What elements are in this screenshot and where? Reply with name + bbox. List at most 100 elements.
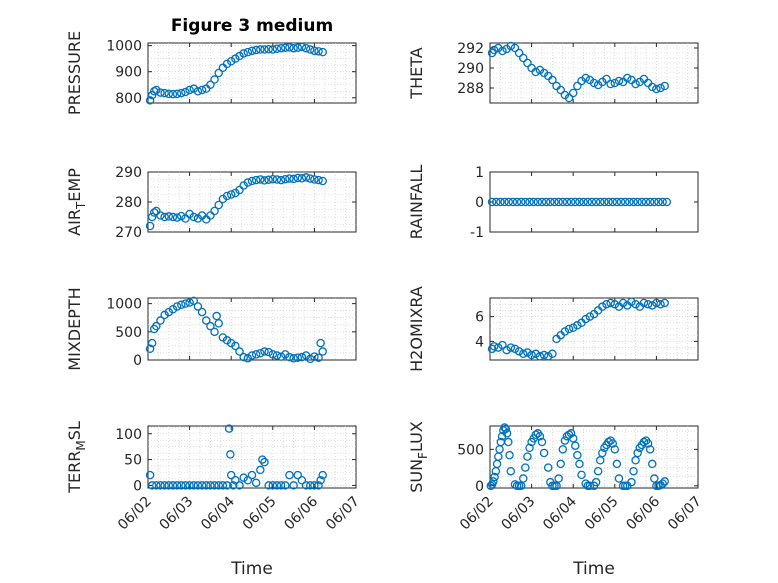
data-point: [185, 481, 194, 490]
data-point: [231, 54, 240, 63]
data-point: [206, 211, 215, 220]
data-point: [251, 478, 261, 488]
data-point: [210, 75, 219, 84]
y-tick-label: 280: [115, 195, 142, 211]
data-point: [156, 316, 165, 325]
data-point: [310, 481, 319, 490]
data-point: [593, 466, 603, 476]
data-point: [222, 481, 232, 490]
data-point: [268, 45, 278, 54]
data-point: [639, 298, 649, 308]
data-point: [575, 459, 584, 469]
data-point: [189, 84, 199, 93]
data-point: [604, 197, 613, 207]
data-point: [568, 88, 578, 98]
data-point: [487, 197, 497, 207]
data-point: [210, 481, 219, 490]
data-point: [293, 173, 303, 183]
data-point: [548, 75, 557, 85]
data-point: [501, 424, 511, 434]
data-point: [164, 212, 174, 221]
data-point: [222, 191, 232, 201]
data-point: [164, 481, 174, 490]
data-point: [645, 197, 655, 207]
data-point: [581, 479, 590, 488]
data-point: [508, 197, 518, 207]
data-point: [224, 424, 234, 433]
x-tick-label: 06/03: [157, 494, 197, 534]
data-point: [316, 475, 325, 485]
data-point: [543, 352, 553, 361]
data-point: [160, 481, 169, 490]
data-point: [281, 43, 290, 52]
data-point: [181, 481, 190, 490]
data-point: [268, 481, 278, 490]
data-point: [256, 175, 265, 184]
data-point: [226, 57, 236, 66]
data-point: [177, 211, 186, 221]
data-point: [585, 312, 595, 321]
data-point: [206, 80, 215, 89]
data-point: [620, 197, 630, 207]
y-tick-label: 50: [124, 453, 142, 469]
y-label-part: EMP: [65, 168, 84, 202]
data-point: [314, 47, 323, 56]
data-point: [639, 437, 649, 447]
data-point: [498, 46, 507, 56]
y-axis-label: THETA: [407, 47, 426, 99]
data-point: [197, 481, 207, 490]
y-tick-label: 0: [133, 353, 142, 369]
data-point: [650, 197, 659, 207]
data-point: [156, 88, 165, 97]
data-point: [189, 481, 199, 490]
x-tick-label: 06/05: [582, 494, 622, 534]
data-point: [152, 85, 161, 95]
data-point: [514, 347, 524, 356]
data-point: [652, 84, 661, 94]
data-point: [272, 351, 282, 360]
data-point: [625, 197, 634, 207]
data-point: [500, 197, 509, 207]
data-point: [504, 197, 513, 207]
data-point: [643, 439, 653, 448]
data-point: [554, 474, 563, 483]
data-point: [239, 352, 248, 362]
data-point: [539, 448, 549, 458]
data-point: [214, 319, 223, 328]
subplot-right-1: 288 290 292 THETA: [407, 41, 699, 104]
data-point: [251, 45, 261, 55]
data-point: [656, 299, 665, 309]
data-point: [647, 301, 657, 310]
data-point: [505, 450, 514, 460]
data-point: [629, 466, 638, 476]
data-point: [260, 176, 269, 185]
y-label-subscript: M: [74, 440, 88, 450]
data-point: [568, 323, 578, 333]
y-axis-label: TERRMSL: [65, 421, 88, 494]
x-tick-label: 06/03: [499, 494, 539, 534]
data-point: [310, 46, 319, 56]
data-point: [564, 324, 574, 334]
data-point: [201, 316, 211, 325]
data-point: [168, 212, 178, 222]
data-point: [489, 477, 498, 486]
data-point: [591, 197, 601, 207]
data-point: [537, 437, 547, 447]
data-point: [276, 175, 286, 185]
data-point: [610, 78, 620, 88]
y-label-part: AIR: [65, 209, 84, 236]
data-point: [486, 481, 496, 491]
data-point: [658, 479, 667, 488]
data-point: [268, 350, 278, 359]
data-point: [235, 347, 244, 356]
data-point: [185, 298, 194, 307]
data-point: [297, 352, 307, 362]
data-point: [489, 45, 499, 55]
data-point: [566, 197, 576, 207]
data-point: [560, 327, 570, 336]
y-tick-label: 290: [457, 61, 484, 77]
figure-title: Figure 3 medium: [171, 16, 333, 36]
data-point: [197, 85, 207, 95]
y-label-part: SUN: [407, 459, 426, 493]
data-point: [623, 73, 632, 83]
